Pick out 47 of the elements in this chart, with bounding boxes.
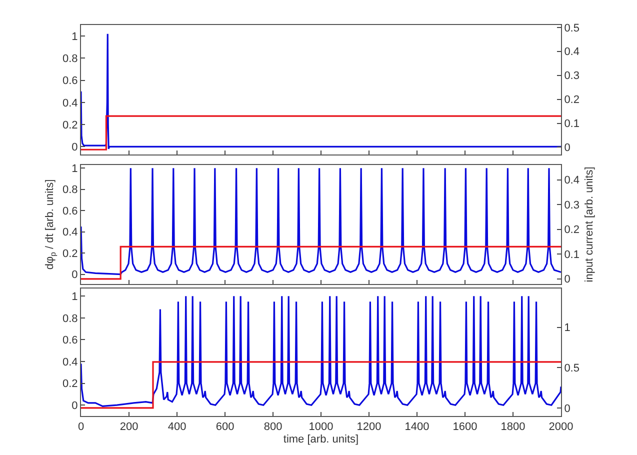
x-axis-title: time [arb. units]: [283, 433, 359, 446]
x-tick-label: 400: [168, 421, 186, 434]
y2-tick-label: 1: [564, 322, 570, 334]
y-tick-label: 0.8: [62, 53, 78, 66]
y-tick-label: 0.2: [62, 119, 78, 132]
x-tick-label: 200: [120, 421, 138, 434]
y-tick-label: 0.6: [62, 334, 78, 347]
x-tick-label: 1800: [500, 421, 526, 434]
y2-tick-label: 0.3: [564, 70, 580, 82]
y2-tick-label: 0.5: [564, 22, 580, 34]
x-tick-label: 1400: [404, 421, 430, 434]
y-tick-label: 1: [72, 291, 78, 304]
y-tick-label: 0.6: [62, 75, 78, 88]
y-tick-label: 0.2: [62, 378, 78, 390]
y-tick-label: 0: [72, 269, 78, 282]
y-tick-label: 0.8: [62, 312, 78, 325]
y2-tick-label: 0.4: [564, 174, 580, 187]
y-tick-label: 1: [72, 30, 78, 43]
y2-tick-label: 0.2: [564, 224, 580, 236]
line-series: [81, 33, 561, 150]
y2-tick-label: 0.1: [564, 248, 580, 261]
line-series: [81, 167, 561, 276]
line-series: [81, 295, 561, 407]
y2-tick-label: 0.5: [564, 362, 580, 374]
y2-tick-label: 0: [564, 274, 570, 286]
x-tick-label: 2000: [548, 421, 574, 434]
y2-tick-label: 0.1: [564, 118, 580, 130]
y-tick-label: 1: [72, 163, 78, 176]
x-tick-label: 1200: [356, 421, 382, 434]
y2-tick-label: 0: [564, 142, 570, 154]
y-tick-label: 0: [72, 400, 78, 412]
y2-tick-label: 0.2: [564, 94, 580, 106]
y-tick-label: 0.6: [62, 205, 78, 218]
y-tick-label: 0: [72, 142, 78, 154]
y-tick-label: 0.4: [62, 356, 78, 368]
y2-tick-label: 0.4: [564, 46, 580, 58]
y-tick-label: 0.4: [62, 226, 78, 239]
y2-tick-label: 0.3: [564, 199, 580, 212]
x-tick-label: 1000: [308, 421, 334, 434]
y-tick-label: 0.4: [62, 97, 78, 110]
x-tick-label: 600: [216, 421, 234, 434]
x-tick-label: 800: [264, 421, 282, 434]
y2-axis-title: input current [arb. units]: [584, 166, 596, 282]
x-tick-label: 1600: [452, 421, 478, 434]
y-tick-label: 0.8: [62, 184, 78, 196]
y2-tick-label: 0: [564, 402, 570, 415]
y-tick-label: 0.2: [62, 248, 78, 260]
